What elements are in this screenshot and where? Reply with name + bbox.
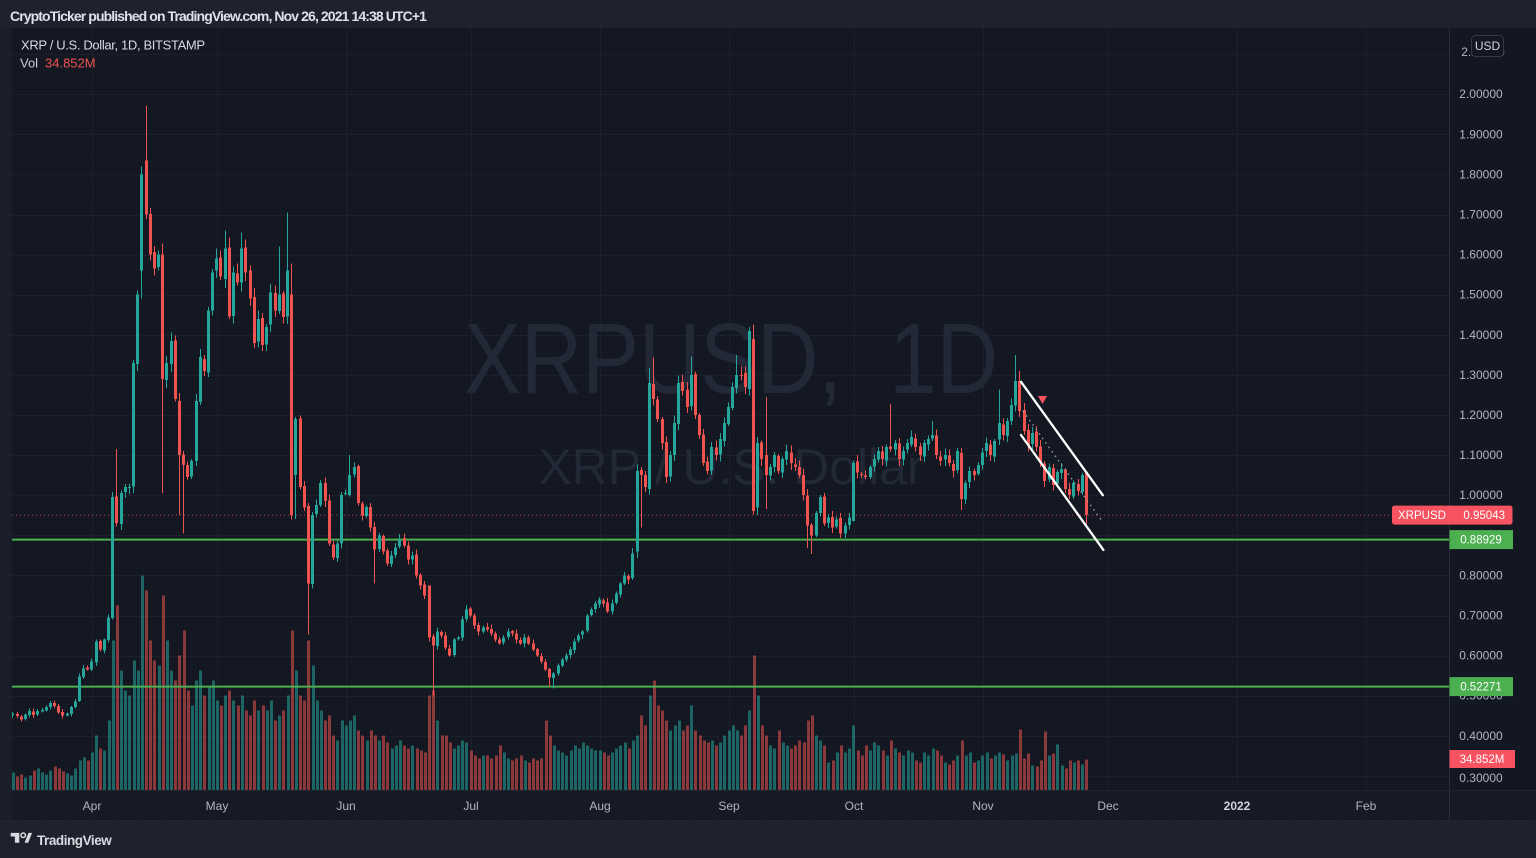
svg-text:2022: 2022 bbox=[1224, 799, 1251, 813]
svg-text:0.52271: 0.52271 bbox=[1460, 682, 1502, 694]
svg-text:1.60000: 1.60000 bbox=[1459, 248, 1503, 262]
svg-text:1.50000: 1.50000 bbox=[1459, 288, 1503, 302]
svg-text:0.60000: 0.60000 bbox=[1459, 649, 1503, 663]
svg-text:XRPUSD: XRPUSD bbox=[1398, 510, 1446, 522]
svg-text:1.00000: 1.00000 bbox=[1459, 488, 1503, 502]
svg-text:Jun: Jun bbox=[336, 799, 355, 813]
svg-text:2.00000: 2.00000 bbox=[1459, 87, 1503, 101]
svg-text:0.80000: 0.80000 bbox=[1459, 568, 1503, 582]
svg-text:USD: USD bbox=[1475, 39, 1501, 53]
svg-text:1.20000: 1.20000 bbox=[1459, 408, 1503, 422]
svg-text:Aug: Aug bbox=[589, 799, 610, 813]
svg-text:Feb: Feb bbox=[1356, 799, 1377, 813]
svg-text:1.80000: 1.80000 bbox=[1459, 167, 1503, 181]
svg-text:Apr: Apr bbox=[83, 799, 102, 813]
svg-text:34.852M: 34.852M bbox=[1460, 754, 1505, 766]
svg-text:XRP / U.S. Dollar: XRP / U.S. Dollar bbox=[539, 439, 924, 495]
svg-text:TradingView: TradingView bbox=[37, 833, 112, 848]
svg-text:CryptoTicker published on Trad: CryptoTicker published on TradingView.co… bbox=[10, 8, 427, 24]
svg-text:0.88929: 0.88929 bbox=[1460, 535, 1502, 547]
svg-text:Jul: Jul bbox=[463, 799, 478, 813]
svg-text:0.30000: 0.30000 bbox=[1459, 771, 1503, 785]
svg-text:0.40000: 0.40000 bbox=[1459, 729, 1503, 743]
svg-text:1.10000: 1.10000 bbox=[1459, 448, 1503, 462]
svg-text:0.70000: 0.70000 bbox=[1459, 609, 1503, 623]
svg-text:Sep: Sep bbox=[718, 799, 740, 813]
svg-text:34.852M: 34.852M bbox=[45, 56, 96, 71]
svg-text:1.40000: 1.40000 bbox=[1459, 328, 1503, 342]
svg-text:Nov: Nov bbox=[972, 799, 993, 813]
svg-text:Dec: Dec bbox=[1097, 799, 1118, 813]
svg-text:0.95043: 0.95043 bbox=[1463, 510, 1505, 522]
svg-text:1.70000: 1.70000 bbox=[1459, 208, 1503, 222]
svg-text:1.90000: 1.90000 bbox=[1459, 127, 1503, 141]
svg-text:May: May bbox=[206, 799, 229, 813]
svg-text:XRP / U.S. Dollar, 1D, BITSTAM: XRP / U.S. Dollar, 1D, BITSTAMP bbox=[21, 38, 205, 53]
svg-text:Vol: Vol bbox=[20, 56, 38, 71]
svg-text:1.30000: 1.30000 bbox=[1459, 368, 1503, 382]
svg-text:Oct: Oct bbox=[845, 799, 864, 813]
